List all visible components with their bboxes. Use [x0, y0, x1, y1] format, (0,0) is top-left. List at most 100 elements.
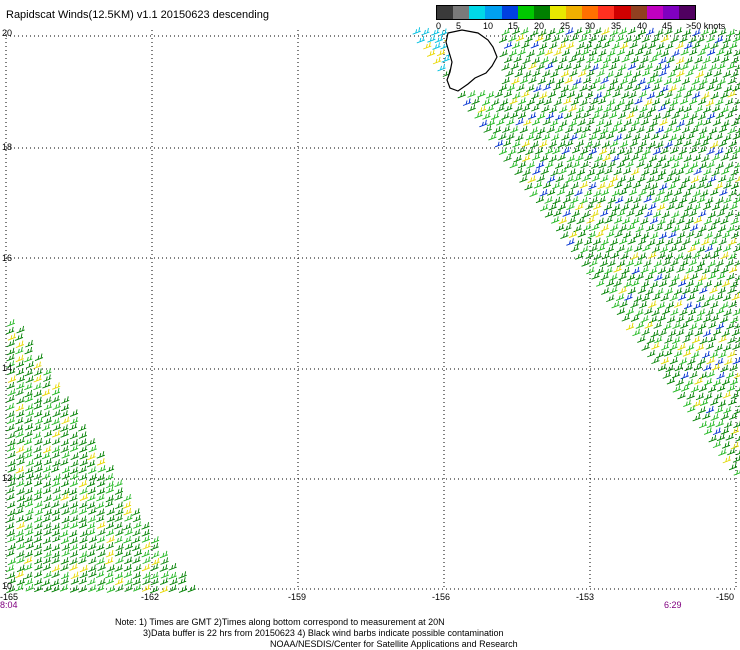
wind-barb	[33, 445, 42, 453]
wind-barb	[686, 230, 695, 238]
wind-barb	[537, 77, 546, 85]
wind-barb	[642, 83, 651, 91]
wind-barb	[609, 174, 619, 183]
wind-barb	[551, 181, 561, 190]
wind-barb	[51, 479, 60, 487]
wind-barb	[667, 70, 676, 78]
wind-barb	[596, 244, 606, 252]
wind-barb	[660, 356, 670, 365]
wind-barb	[609, 125, 619, 134]
legend-swatch	[630, 6, 647, 19]
wind-barb	[569, 33, 579, 42]
wind-barb	[581, 111, 590, 119]
wind-barb	[682, 349, 692, 357]
wind-barb	[606, 83, 615, 92]
wind-barb	[671, 111, 680, 120]
wind-barb	[720, 91, 729, 99]
wind-barb	[70, 571, 79, 580]
wind-barb	[114, 564, 123, 572]
wind-barb	[736, 386, 740, 392]
wind-barb	[623, 280, 632, 288]
wind-barb	[609, 238, 618, 246]
wind-barb	[7, 479, 16, 487]
wind-barb	[572, 61, 582, 70]
wind-barb	[412, 27, 421, 35]
wind-barb	[667, 154, 676, 163]
wind-barb	[43, 416, 52, 425]
wind-barb	[42, 556, 52, 565]
wind-barbs-right-swath	[412, 27, 740, 476]
wind-barb	[580, 160, 589, 169]
wind-barb	[529, 126, 539, 135]
wind-barb	[636, 125, 645, 134]
wind-barb	[689, 223, 699, 232]
lon-label: -165	[0, 592, 19, 602]
wind-barb	[609, 286, 618, 294]
wind-barb	[562, 97, 572, 105]
wind-barb	[51, 522, 61, 531]
wind-barb	[660, 49, 670, 58]
wind-barb	[6, 319, 16, 327]
wind-barb	[554, 125, 564, 134]
wind-barb	[616, 259, 626, 268]
wind-barb	[727, 447, 736, 456]
wind-barb	[15, 340, 25, 348]
wind-barb	[501, 63, 510, 71]
wind-barb	[677, 231, 686, 239]
wind-barb	[709, 237, 718, 246]
wind-barb	[633, 294, 643, 302]
wind-barb	[504, 55, 513, 64]
wind-barb	[665, 238, 674, 246]
wind-barb	[132, 571, 141, 579]
wind-barb	[683, 399, 692, 408]
wind-barb	[632, 83, 641, 91]
wind-barb	[34, 577, 43, 586]
lon-label: -150	[716, 592, 735, 602]
wind-barb	[720, 42, 729, 50]
wind-barb	[581, 174, 590, 182]
wind-barb	[566, 154, 575, 163]
wind-barb	[616, 48, 625, 56]
wind-barb	[720, 203, 729, 211]
wind-barb	[701, 300, 710, 308]
wind-barb	[474, 111, 483, 119]
wind-barb	[637, 286, 646, 294]
wind-barb	[687, 182, 696, 191]
wind-barb	[672, 125, 682, 133]
wind-barb	[649, 280, 659, 289]
wind-barb	[667, 182, 677, 190]
wind-barb	[661, 210, 670, 219]
wind-barb	[727, 397, 737, 406]
wind-barb	[666, 315, 676, 324]
wind-barb	[553, 209, 562, 217]
wind-barb	[653, 321, 662, 329]
wind-barb	[61, 472, 71, 480]
wind-barb	[726, 384, 736, 392]
wind-barb	[106, 507, 115, 516]
wind-barb	[716, 47, 725, 56]
wind-barb	[6, 381, 15, 390]
wind-barb	[692, 139, 701, 147]
wind-barb	[178, 577, 187, 585]
wind-barb	[638, 140, 647, 148]
wind-barb	[123, 522, 132, 531]
wind-barb	[593, 189, 602, 197]
wind-barb	[34, 529, 43, 537]
wind-barb	[712, 217, 721, 225]
wind-barb	[15, 529, 24, 537]
wind-barb	[668, 84, 677, 92]
wind-barb	[61, 451, 70, 459]
wind-barb	[720, 167, 730, 175]
note-line: NOAA/NESDIS/Center for Satellite Applica…	[270, 639, 518, 649]
wind-barb	[651, 245, 661, 253]
wind-barb	[96, 487, 106, 496]
wind-barb	[624, 245, 633, 254]
wind-barb	[131, 508, 141, 516]
wind-barb	[23, 479, 33, 487]
wind-barb	[721, 119, 730, 128]
wind-barb	[151, 557, 160, 566]
wind-barb	[16, 501, 25, 509]
wind-barb	[60, 458, 69, 466]
wind-barb	[485, 91, 495, 99]
wind-barb	[595, 266, 604, 275]
